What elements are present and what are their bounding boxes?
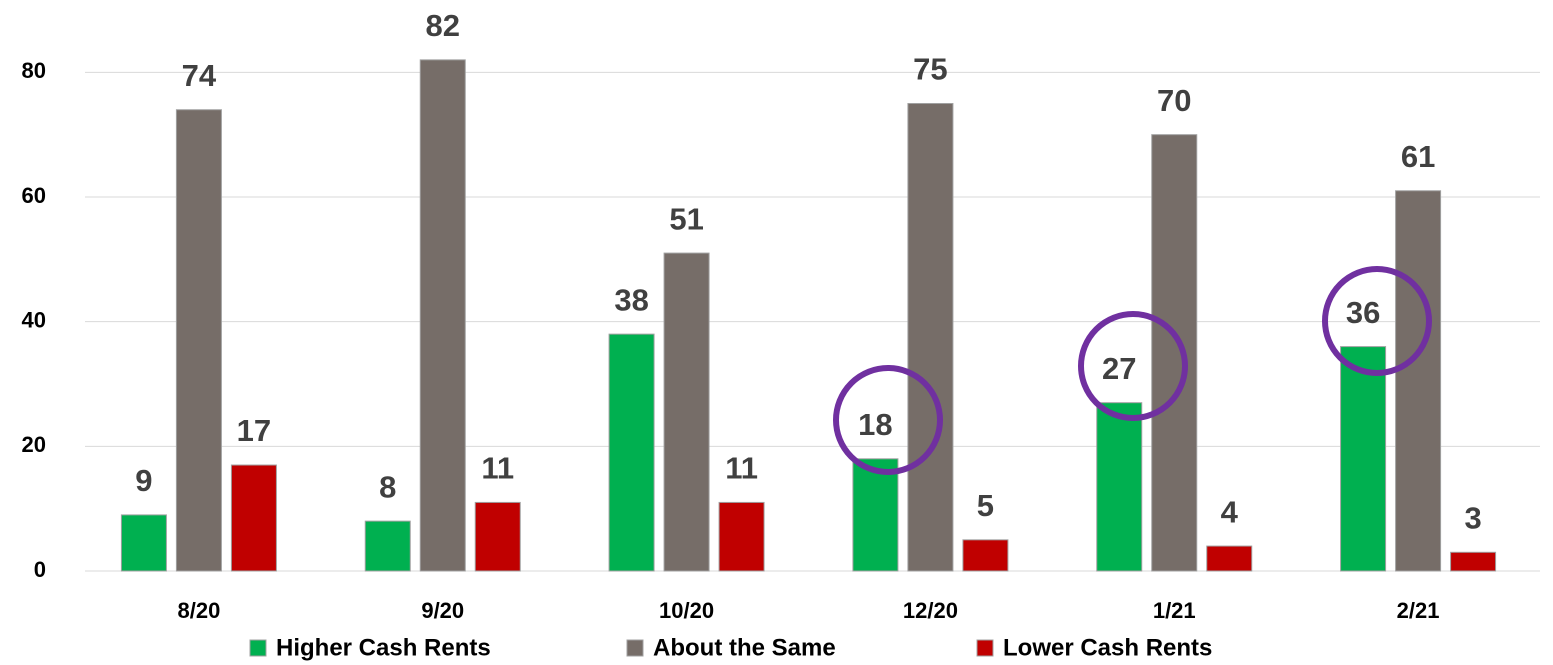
y-tick-label: 80 xyxy=(22,58,46,83)
highlight-circle xyxy=(1078,311,1188,421)
y-tick-label: 0 xyxy=(34,557,46,582)
y-tick-label: 20 xyxy=(22,432,46,457)
bar xyxy=(962,539,1009,572)
bar xyxy=(718,501,765,572)
bar xyxy=(907,103,954,572)
x-tick-label: 12/20 xyxy=(903,598,958,623)
legend-swatch xyxy=(976,639,994,657)
bar xyxy=(852,458,899,572)
bar xyxy=(120,514,167,572)
value-label: 4 xyxy=(1221,494,1239,529)
legend-label: Lower Cash Rents xyxy=(1003,634,1212,661)
value-label: 9 xyxy=(135,463,152,498)
value-label: 8 xyxy=(379,469,396,504)
bar xyxy=(663,252,710,572)
value-label: 18 xyxy=(858,407,892,442)
highlight-circles xyxy=(833,266,1432,475)
bar xyxy=(230,464,277,572)
bar xyxy=(1096,402,1143,572)
x-tick-label: 9/20 xyxy=(421,598,464,623)
y-tick-label: 60 xyxy=(22,183,46,208)
value-label: 82 xyxy=(426,8,460,43)
bar xyxy=(1206,545,1253,572)
x-tick-label: 8/20 xyxy=(178,598,221,623)
legend-swatch xyxy=(249,639,267,657)
legend-swatch xyxy=(626,639,644,657)
legend-label: Higher Cash Rents xyxy=(276,634,491,661)
bar xyxy=(1395,190,1442,572)
x-tick-label: 1/21 xyxy=(1153,598,1196,623)
bar xyxy=(474,501,521,572)
bar xyxy=(364,520,411,572)
value-label: 51 xyxy=(669,201,703,236)
bar xyxy=(419,59,466,572)
bar xyxy=(608,333,655,572)
value-label: 61 xyxy=(1401,139,1435,174)
bar xyxy=(175,109,222,572)
value-label: 38 xyxy=(614,282,648,317)
value-label: 27 xyxy=(1102,351,1136,386)
y-tick-label: 40 xyxy=(22,307,46,332)
x-tick-label: 10/20 xyxy=(659,598,714,623)
x-tick-label: 2/21 xyxy=(1397,598,1440,623)
bar xyxy=(1450,551,1497,572)
legend-label: About the Same xyxy=(653,634,836,661)
value-label: 36 xyxy=(1346,295,1380,330)
value-label: 17 xyxy=(237,413,271,448)
bar xyxy=(1340,346,1387,572)
highlight-circle xyxy=(1322,266,1432,376)
highlight-circle xyxy=(833,365,943,475)
value-label: 11 xyxy=(725,451,758,486)
value-label: 11 xyxy=(481,451,514,486)
value-label: 75 xyxy=(913,52,947,87)
value-label: 70 xyxy=(1157,83,1191,118)
bar xyxy=(1151,134,1198,572)
value-label: 74 xyxy=(182,58,217,93)
value-label: 5 xyxy=(977,488,994,523)
value-label: 3 xyxy=(1464,500,1481,535)
